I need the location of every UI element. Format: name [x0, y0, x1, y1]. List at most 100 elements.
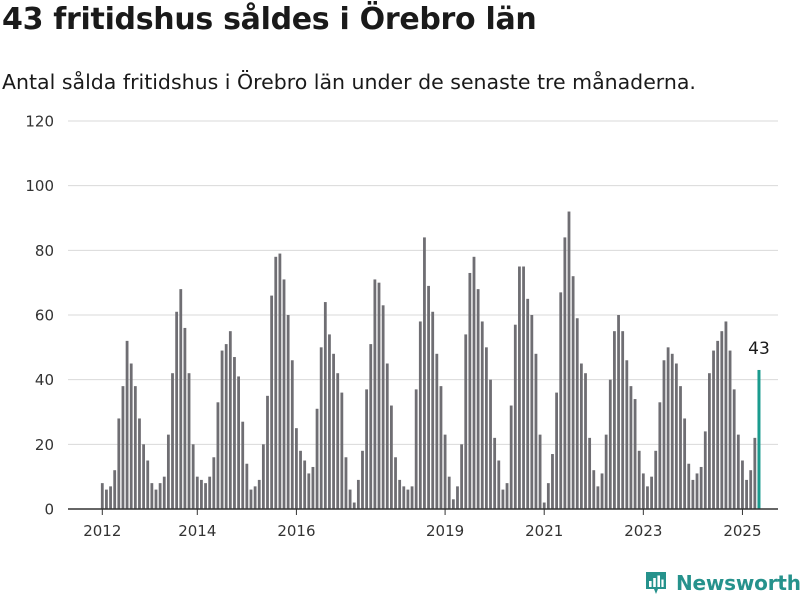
- newsworthy-logo[interactable]: Newsworthy: [644, 570, 800, 596]
- bar: [129, 363, 133, 509]
- bar: [637, 450, 641, 509]
- bar: [117, 418, 121, 509]
- bar: [261, 444, 265, 509]
- y-tick-label: 0: [44, 501, 54, 519]
- bar: [183, 327, 187, 509]
- bar: [398, 479, 402, 509]
- bar: [191, 444, 195, 509]
- bar: [427, 285, 430, 509]
- bar: [522, 266, 525, 509]
- bar: [604, 434, 608, 509]
- bar: [406, 489, 410, 509]
- bar: [579, 363, 583, 509]
- bar: [166, 434, 170, 509]
- bar: [724, 321, 728, 509]
- bar: [518, 266, 521, 509]
- bar: [732, 389, 736, 509]
- bar: [332, 353, 335, 509]
- last-value-label: 43: [748, 339, 770, 359]
- brand-name: Newsworthy: [676, 571, 800, 595]
- bar: [741, 460, 744, 509]
- bar: [551, 454, 554, 509]
- bar: [270, 295, 274, 509]
- bar: [237, 376, 240, 509]
- bar: [340, 392, 344, 509]
- y-tick-label: 60: [35, 307, 54, 325]
- bar: [691, 479, 695, 509]
- bar: [749, 470, 753, 509]
- bar: [100, 483, 104, 509]
- bar: [509, 405, 513, 509]
- bar: [497, 460, 501, 509]
- bar: [662, 360, 666, 509]
- x-tick-label: 2016: [277, 522, 315, 540]
- bar: [253, 486, 257, 509]
- bar: [716, 340, 720, 509]
- bar: [162, 476, 166, 509]
- bar: [431, 311, 435, 509]
- y-tick-label: 80: [35, 242, 54, 260]
- bar: [249, 489, 253, 509]
- bar: [584, 373, 587, 509]
- bar: [220, 350, 224, 509]
- bar: [650, 476, 653, 509]
- chart-subtitle: Antal sålda fritidshus i Örebro län unde…: [2, 70, 696, 94]
- bar: [319, 347, 323, 509]
- bar: [629, 386, 633, 509]
- bar: [712, 350, 715, 509]
- bar: [480, 321, 484, 509]
- bar: [666, 347, 670, 509]
- bar: [356, 479, 360, 509]
- bar: [418, 321, 422, 509]
- bar: [299, 450, 302, 509]
- y-tick-label: 100: [25, 177, 54, 195]
- y-tick-label: 20: [35, 436, 54, 454]
- bar: [728, 350, 732, 509]
- bar: [212, 457, 216, 509]
- bar: [608, 379, 612, 509]
- bar: [563, 237, 567, 509]
- bar: [390, 405, 393, 509]
- bar: [377, 282, 381, 509]
- bar: [414, 389, 418, 509]
- bar: [336, 373, 340, 509]
- bar: [311, 466, 315, 509]
- bar: [513, 324, 517, 509]
- bar: [175, 311, 179, 509]
- bar: [195, 476, 199, 509]
- bar: [658, 402, 662, 509]
- x-tick-label: 2025: [723, 522, 761, 540]
- bar: [526, 298, 530, 509]
- y-tick-label: 40: [35, 371, 54, 389]
- bar: [571, 276, 575, 509]
- bar: [439, 386, 443, 509]
- bar: [460, 444, 464, 509]
- bar: [456, 486, 459, 509]
- bar: [352, 502, 356, 509]
- bar: [476, 289, 480, 509]
- bar: [224, 344, 228, 509]
- bar: [369, 344, 373, 509]
- bar: [703, 431, 707, 509]
- bar: [435, 353, 439, 509]
- highlighted-bar: [757, 369, 761, 509]
- bar: [538, 434, 542, 509]
- bar: [295, 428, 298, 509]
- bar: [621, 331, 625, 509]
- bar: [266, 395, 269, 509]
- bar: [484, 347, 488, 509]
- bar: [674, 363, 678, 509]
- bar: [679, 386, 682, 509]
- bar: [633, 399, 637, 509]
- bar: [567, 211, 571, 510]
- bar: [208, 476, 212, 509]
- bar: [736, 434, 740, 509]
- bar: [489, 379, 492, 509]
- bar: [641, 473, 645, 509]
- bar: [646, 486, 649, 509]
- bar: [204, 483, 207, 509]
- bar: [125, 340, 129, 509]
- bar: [154, 489, 158, 509]
- bar: [245, 463, 249, 509]
- bar: [187, 373, 191, 509]
